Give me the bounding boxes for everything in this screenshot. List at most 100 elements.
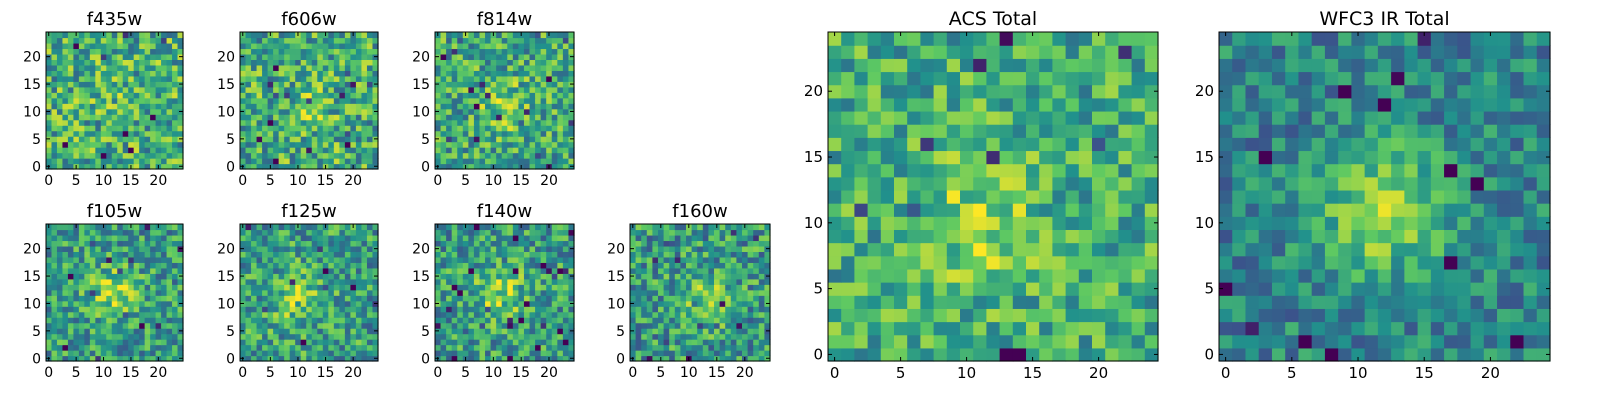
heatmap-cell bbox=[339, 344, 346, 351]
heatmap-cell bbox=[557, 152, 564, 159]
heatmap-cell bbox=[435, 114, 442, 121]
heatmap-cell bbox=[350, 256, 357, 263]
heatmap-cell bbox=[144, 311, 151, 318]
heatmap-cell bbox=[518, 114, 525, 121]
heatmap-cell bbox=[518, 339, 525, 346]
heatmap-cell bbox=[361, 306, 368, 313]
heatmap-cell bbox=[56, 42, 64, 50]
heatmap-cell bbox=[366, 289, 374, 296]
heatmap-cell bbox=[440, 130, 447, 137]
heatmap-cell bbox=[523, 339, 531, 346]
heatmap-cell bbox=[284, 103, 291, 110]
heatmap-cell bbox=[894, 308, 908, 323]
heatmap-cell bbox=[117, 339, 124, 346]
heatmap-cell bbox=[535, 224, 542, 231]
heatmap-cell bbox=[507, 350, 514, 357]
heatmap-cell bbox=[1065, 334, 1080, 349]
heatmap-cell bbox=[714, 267, 721, 274]
heatmap-cell bbox=[697, 355, 704, 362]
heatmap-cell bbox=[568, 152, 575, 159]
heatmap-cell bbox=[73, 86, 80, 93]
heatmap-cell bbox=[920, 255, 935, 270]
heatmap-cell bbox=[540, 350, 547, 357]
heatmap-cell bbox=[753, 224, 760, 231]
heatmap-cell bbox=[691, 289, 698, 296]
heatmap-cell bbox=[67, 42, 74, 50]
heatmap-cell bbox=[652, 284, 659, 291]
heatmap-cell bbox=[117, 114, 124, 121]
heatmap-cell bbox=[372, 289, 379, 296]
heatmap-cell bbox=[177, 224, 184, 231]
heatmap-cell bbox=[300, 306, 307, 313]
heatmap-cell bbox=[256, 141, 263, 148]
heatmap-cell bbox=[490, 158, 497, 165]
heatmap-cell bbox=[117, 147, 124, 154]
heatmap-cell bbox=[1052, 295, 1067, 309]
heatmap-cell bbox=[630, 256, 637, 263]
heatmap-cell bbox=[350, 284, 357, 291]
heatmap-cell bbox=[557, 317, 564, 324]
heatmap-cell bbox=[122, 136, 129, 143]
heatmap-cell bbox=[999, 268, 1014, 283]
heatmap-cell bbox=[485, 147, 492, 154]
heatmap-cell bbox=[446, 251, 453, 258]
heatmap-cell bbox=[562, 32, 570, 39]
heatmap-cell bbox=[440, 86, 447, 93]
heatmap-cell bbox=[350, 267, 357, 274]
heatmap-cell bbox=[273, 163, 280, 170]
heatmap-cell bbox=[473, 344, 481, 351]
heatmap-cell bbox=[372, 240, 379, 247]
heatmap-cell bbox=[150, 322, 157, 329]
heatmap-cell bbox=[674, 350, 681, 357]
heatmap-cell bbox=[523, 136, 531, 143]
heatmap-cell bbox=[300, 245, 307, 252]
heatmap-cell bbox=[473, 53, 481, 60]
heatmap-cell bbox=[719, 273, 726, 280]
heatmap-cell bbox=[322, 300, 329, 307]
heatmap-cell bbox=[462, 158, 469, 165]
heatmap-cell bbox=[446, 97, 453, 104]
heatmap-cell bbox=[546, 64, 553, 71]
heatmap-cell bbox=[317, 300, 324, 307]
heatmap-cell bbox=[89, 333, 96, 340]
heatmap-cell bbox=[350, 251, 357, 258]
heatmap-cell bbox=[828, 229, 842, 244]
heatmap-cell bbox=[278, 97, 285, 104]
heatmap-cell bbox=[1092, 295, 1106, 309]
heatmap-cell bbox=[1092, 216, 1106, 230]
heatmap-cell bbox=[322, 245, 329, 252]
heatmap-cell bbox=[568, 339, 575, 346]
heatmap-cell bbox=[686, 295, 693, 302]
heatmap-cell bbox=[501, 300, 508, 307]
heatmap-cell bbox=[133, 97, 140, 104]
heatmap-cell bbox=[322, 119, 329, 126]
heatmap-cell bbox=[518, 322, 525, 329]
heatmap-cell bbox=[62, 147, 69, 154]
heatmap-cell bbox=[551, 108, 558, 115]
heatmap-cell bbox=[256, 97, 263, 104]
heatmap-cell bbox=[446, 64, 453, 71]
heatmap-cell bbox=[557, 103, 564, 110]
heatmap-cell bbox=[166, 48, 173, 55]
heatmap-cell bbox=[841, 295, 855, 309]
heatmap-cell bbox=[361, 141, 368, 148]
heatmap-cell bbox=[306, 163, 313, 170]
heatmap-cell bbox=[507, 262, 514, 269]
heatmap-cell bbox=[551, 262, 558, 269]
heatmap-cell bbox=[78, 125, 85, 132]
heatmap-cell bbox=[462, 317, 469, 324]
heatmap-cell bbox=[535, 289, 542, 296]
heatmap-cell bbox=[306, 48, 313, 55]
heatmap-cell bbox=[262, 32, 269, 39]
heatmap-cell bbox=[322, 322, 329, 329]
heatmap-cell bbox=[67, 234, 74, 242]
heatmap-cell bbox=[635, 240, 642, 247]
heatmap-cell bbox=[355, 251, 363, 258]
heatmap-cell bbox=[523, 64, 531, 71]
heatmap-cell bbox=[166, 355, 173, 362]
heatmap-cell bbox=[295, 92, 302, 99]
heatmap-cell bbox=[278, 152, 285, 159]
heatmap-cell bbox=[122, 317, 129, 324]
heatmap-cell bbox=[435, 64, 442, 71]
heatmap-cell bbox=[451, 136, 458, 143]
